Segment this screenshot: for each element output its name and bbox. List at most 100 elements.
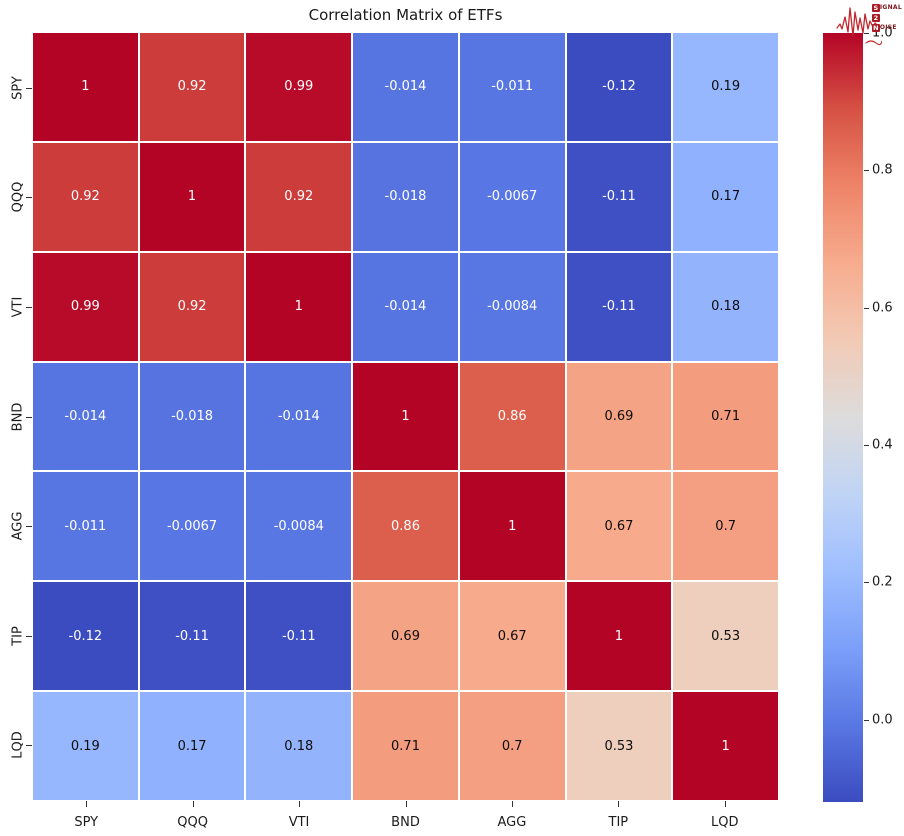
heatmap-cell: -0.011 [33,472,138,581]
heatmap-cell: 0.92 [246,142,352,251]
heatmap-cell: -0.018 [353,142,458,251]
heatmap-cell: -0.11 [246,582,352,691]
y-axis-label: QQQ [10,181,26,213]
heatmap-cell: -0.014 [353,33,458,141]
y-axis-label: LQD [10,731,26,759]
heatmap-cell: 1 [673,692,778,800]
heatmap-cell: 0.92 [139,33,245,141]
logo: S IGNAL 2 N OISE [836,2,902,48]
heatmap-cell: 1 [353,362,458,471]
colorbar-tick-label: 0.6 [872,300,893,316]
heatmap-cell: 0.99 [246,33,352,141]
logo-letter-2: 2 [871,13,880,22]
heatmap-cell: 0.86 [353,472,458,581]
logo-line-signal: S IGNAL [871,3,902,12]
waveform-icon [836,7,882,46]
heatmap-cell: 0.19 [33,692,138,800]
heatmap-cell: -0.011 [459,33,565,141]
heatmap-cell: -0.014 [246,362,352,471]
heatmap-cell: -0.12 [33,582,138,691]
heatmap-cell: 0.19 [673,33,778,141]
heatmap-cell: -0.014 [33,362,138,471]
colorbar-tick-label: 0.4 [872,437,893,453]
heatmap-cell: 1 [459,472,565,581]
heatmap-cell: -0.11 [566,252,672,361]
heatmap-cell: 1 [33,33,138,141]
chart-title: Correlation Matrix of ETFs [308,6,503,24]
heatmap-cell: 0.92 [33,142,138,251]
heatmap-cell: 0.7 [459,692,565,800]
heatmap-cell: -0.11 [566,142,672,251]
y-tick-mark [26,745,32,747]
colorbar-tick-label: 0.2 [872,574,893,590]
x-tick-mark [618,801,620,807]
heatmap-cell: -0.12 [566,33,672,141]
y-tick-mark [26,197,32,199]
y-tick-mark [26,87,32,89]
heatmap-cell: -0.014 [353,252,458,361]
heatmap-cell: 0.67 [459,582,565,691]
heatmap-cell: 0.17 [673,142,778,251]
colorbar-tick-mark [864,307,869,309]
y-tick-mark [26,526,32,528]
colorbar-tick-mark [864,33,869,34]
x-axis-label: BND [391,815,420,830]
logo-line-noise: N OISE [871,23,897,32]
heatmap-cell: 0.69 [566,362,672,471]
y-tick-mark [26,306,32,308]
heatmap-cell: 0.69 [353,582,458,691]
heatmap-cell: 1 [139,142,245,251]
x-tick-mark [86,801,88,807]
heatmap-cell: 1 [566,582,672,691]
logo-letter-n: N [871,23,880,32]
heatmap-cell: 0.18 [246,692,352,800]
colorbar-tick-mark [864,444,869,446]
x-tick-mark [192,801,194,807]
x-tick-mark [405,801,407,807]
heatmap-cell: 0.99 [33,252,138,361]
colorbar-tick-mark [864,582,869,584]
x-axis-label: SPY [74,815,99,830]
colorbar-gradient [823,33,863,802]
logo-letter-s: S [871,3,880,12]
y-axis-label: SPY [10,75,26,100]
x-axis-label: AGG [497,815,527,830]
y-axis-label: AGG [10,511,26,541]
heatmap-cell: 0.92 [139,252,245,361]
heatmap-cell: 0.67 [566,472,672,581]
heatmap-cell: 0.86 [459,362,565,471]
logo-text: S IGNAL 2 N OISE [871,3,902,32]
heatmap-cell: -0.018 [139,362,245,471]
heatmap-cell: 1 [246,252,352,361]
heatmap-cell: 0.71 [673,362,778,471]
colorbar-tick-label: 0.8 [872,162,893,178]
heatmap-cell: -0.0067 [139,472,245,581]
heatmap-cell: 0.7 [673,472,778,581]
x-axis-label: TIP [608,815,629,830]
heatmap-cell: 0.71 [353,692,458,800]
y-axis-label: BND [10,402,26,431]
heatmap-cell: 0.53 [566,692,672,800]
heatmap-cell: -0.0084 [246,472,352,581]
x-axis-label: QQQ [177,815,208,830]
y-tick-mark [26,416,32,418]
x-axis-label: VTI [288,815,310,830]
heatmap-cell: 0.18 [673,252,778,361]
y-tick-mark [26,635,32,637]
y-axis-label: TIP [10,625,26,646]
heatmap-grid: 1 0.92 0.99 -0.014 -0.011 -0.12 0.19 0.92 1 0.92-… [33,33,778,800]
logo-line-2: 2 [871,13,902,22]
heatmap-cell: 0.17 [139,692,245,800]
heatmap-cell: 0.53 [673,582,778,691]
x-tick-mark [299,801,301,807]
colorbar-tick-mark [864,719,869,721]
heatmap-cell: -0.0067 [459,142,565,251]
y-axis-label: VTI [10,296,26,318]
heatmap-cell: -0.11 [139,582,245,691]
x-axis-label: LQD [711,815,739,830]
x-tick-mark [511,801,513,807]
heatmap-cell: -0.0084 [459,252,565,361]
x-tick-mark [724,801,726,807]
colorbar-tick-label: 0.0 [872,712,893,728]
